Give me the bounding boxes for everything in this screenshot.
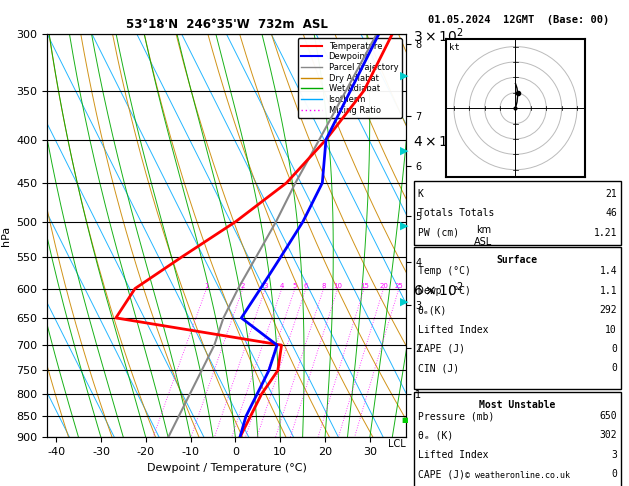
Text: 302: 302 xyxy=(599,431,617,440)
Text: 10: 10 xyxy=(333,282,342,289)
Text: 1.1: 1.1 xyxy=(599,286,617,295)
Text: 0: 0 xyxy=(611,469,617,479)
Text: ▶: ▶ xyxy=(400,221,409,231)
Text: 46: 46 xyxy=(605,208,617,218)
Text: 01.05.2024  12GMT  (Base: 00): 01.05.2024 12GMT (Base: 00) xyxy=(428,15,610,25)
Text: 1: 1 xyxy=(204,282,209,289)
Legend: Temperature, Dewpoint, Parcel Trajectory, Dry Adiabat, Wet Adiabat, Isotherm, Mi: Temperature, Dewpoint, Parcel Trajectory… xyxy=(298,38,401,118)
Text: © weatheronline.co.uk: © weatheronline.co.uk xyxy=(465,471,569,480)
Text: θₑ (K): θₑ (K) xyxy=(418,431,453,440)
Text: 5: 5 xyxy=(292,282,297,289)
Text: LCL: LCL xyxy=(388,439,406,449)
Text: ▶: ▶ xyxy=(400,70,409,80)
Text: ■: ■ xyxy=(401,417,408,423)
Text: 1.21: 1.21 xyxy=(594,228,617,238)
X-axis label: Dewpoint / Temperature (°C): Dewpoint / Temperature (°C) xyxy=(147,463,306,473)
Text: Totals Totals: Totals Totals xyxy=(418,208,494,218)
Text: ▶: ▶ xyxy=(400,296,409,306)
Text: 0: 0 xyxy=(611,344,617,354)
Text: CAPE (J): CAPE (J) xyxy=(418,469,465,479)
Text: 4: 4 xyxy=(279,282,284,289)
Text: Surface: Surface xyxy=(497,255,538,265)
Text: 1.4: 1.4 xyxy=(599,266,617,276)
Text: 8: 8 xyxy=(321,282,326,289)
Text: 20: 20 xyxy=(379,282,388,289)
Text: 0: 0 xyxy=(611,364,617,373)
Text: kt: kt xyxy=(449,44,460,52)
Title: 53°18'N  246°35'W  732m  ASL: 53°18'N 246°35'W 732m ASL xyxy=(126,18,327,32)
Text: Temp (°C): Temp (°C) xyxy=(418,266,470,276)
Text: ▶: ▶ xyxy=(400,146,409,156)
Text: θₑ(K): θₑ(K) xyxy=(418,305,447,315)
Text: 292: 292 xyxy=(599,305,617,315)
Text: Lifted Index: Lifted Index xyxy=(418,325,488,334)
Text: 25: 25 xyxy=(394,282,403,289)
Text: PW (cm): PW (cm) xyxy=(418,228,459,238)
Text: Pressure (mb): Pressure (mb) xyxy=(418,411,494,421)
Text: 21: 21 xyxy=(605,189,617,199)
Text: CAPE (J): CAPE (J) xyxy=(418,344,465,354)
Text: 3: 3 xyxy=(263,282,267,289)
Text: Dewp (°C): Dewp (°C) xyxy=(418,286,470,295)
Text: 2: 2 xyxy=(241,282,245,289)
Y-axis label: km
ASL: km ASL xyxy=(474,225,493,246)
Text: CIN (J): CIN (J) xyxy=(418,364,459,373)
Text: Most Unstable: Most Unstable xyxy=(479,400,555,410)
Text: 6: 6 xyxy=(304,282,308,289)
Y-axis label: hPa: hPa xyxy=(1,226,11,246)
Text: 650: 650 xyxy=(599,411,617,421)
Text: 10: 10 xyxy=(605,325,617,334)
Text: K: K xyxy=(418,189,423,199)
Text: 15: 15 xyxy=(360,282,369,289)
Text: 3: 3 xyxy=(611,450,617,460)
Text: Lifted Index: Lifted Index xyxy=(418,450,488,460)
